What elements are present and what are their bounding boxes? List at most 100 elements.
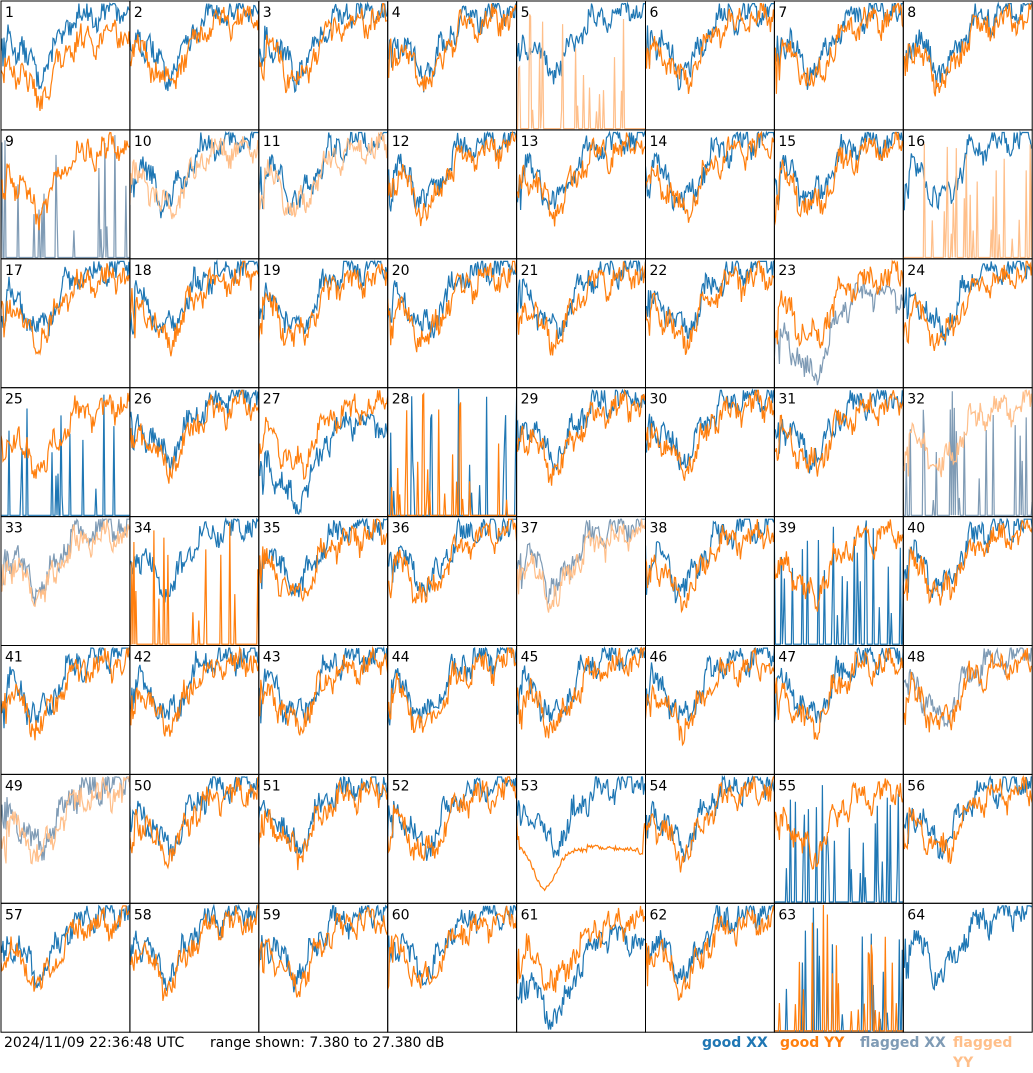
legend-good-xx: good XX — [702, 1035, 768, 1051]
panel-16-yy-line — [903, 143, 1033, 259]
panel-26: 26 — [129, 387, 260, 518]
panel-12-label: 12 — [392, 134, 410, 150]
panel-5-yy-line — [516, 14, 646, 130]
panel-60-xx-line — [387, 905, 517, 986]
panel-1-yy-line — [1, 19, 130, 112]
panel-32-yy-line — [903, 389, 1033, 478]
legend-flagged-yy: flagged YY — [953, 1035, 1013, 1071]
panel-41: 41 — [0, 645, 131, 775]
panel-2-label: 2 — [134, 5, 143, 21]
panel-1: 1 — [0, 0, 131, 131]
panel-31: 31 — [773, 387, 904, 518]
panel-2: 2 — [129, 0, 260, 131]
panel-46-xx-line — [645, 647, 775, 723]
panel-63-label: 63 — [778, 907, 796, 923]
panel-38: 38 — [645, 516, 775, 646]
panel-30: 30 — [645, 387, 775, 518]
panel-58-xx-line — [129, 903, 259, 991]
panel-9-label: 9 — [5, 134, 14, 150]
panel-52-label: 52 — [392, 778, 410, 794]
panel-11-yy-line — [258, 131, 388, 218]
panel-55: 55 — [773, 773, 904, 904]
panel-11-xx-line — [258, 131, 388, 216]
panel-24-label: 24 — [907, 263, 925, 279]
panel-30-yy-line — [645, 389, 775, 481]
panel-39-label: 39 — [778, 521, 796, 537]
panel-1-label: 1 — [5, 5, 14, 21]
panel-37: 37 — [516, 516, 646, 646]
panel-24-xx-line — [903, 260, 1033, 346]
panel-48-yy-line — [903, 648, 1033, 733]
panel-4-yy-line — [387, 3, 517, 92]
panel-25: 25 — [0, 387, 131, 518]
panel-34-xx-line — [129, 516, 259, 603]
panel-47-yy-line — [774, 647, 904, 741]
panel-40: 40 — [902, 516, 1033, 646]
panel-56: 56 — [902, 773, 1033, 904]
panel-12: 12 — [387, 129, 518, 260]
panel-32-xx-line — [903, 391, 1033, 516]
panel-15: 15 — [773, 129, 904, 260]
panel-36: 36 — [387, 516, 518, 646]
panel-37-yy-line — [516, 519, 646, 613]
timestamp: 2024/11/09 22:36:48 UTC — [4, 1035, 185, 1051]
panel-39: 39 — [773, 516, 904, 646]
panel-40-yy-line — [903, 519, 1033, 606]
panel-55-label: 55 — [778, 778, 796, 794]
panel-10-yy-line — [129, 136, 259, 220]
panel-47-label: 47 — [778, 650, 796, 666]
panel-14-label: 14 — [650, 134, 668, 150]
panel-7: 7 — [773, 0, 904, 131]
panel-34-yy-line — [129, 522, 259, 645]
panel-56-label: 56 — [907, 778, 925, 794]
panel-60-label: 60 — [392, 907, 410, 923]
legend-flagged-xx: flagged XX — [860, 1035, 946, 1051]
panel-24: 24 — [902, 258, 1033, 389]
panel-30-label: 30 — [650, 392, 668, 408]
panel-42-label: 42 — [134, 650, 152, 666]
panel-4-label: 4 — [392, 5, 401, 21]
panel-40-label: 40 — [907, 521, 925, 537]
panel-64-label: 64 — [907, 907, 925, 923]
panel-25-label: 25 — [5, 392, 23, 408]
panel-32-label: 32 — [907, 392, 925, 408]
panel-46: 46 — [645, 645, 775, 775]
panel-45-label: 45 — [521, 650, 539, 666]
panel-54-label: 54 — [650, 778, 668, 794]
panel-18-label: 18 — [134, 263, 152, 279]
panel-16: 16 — [902, 129, 1033, 260]
panel-64-xx-line — [903, 905, 1033, 991]
panel-54-yy-line — [645, 776, 775, 873]
panel-64: 64 — [902, 902, 1033, 1033]
panel-60: 60 — [387, 902, 518, 1033]
panel-22-label: 22 — [650, 263, 668, 279]
panel-22-yy-line — [645, 260, 775, 356]
panel-48-label: 48 — [907, 650, 925, 666]
panel-28-yy-line — [387, 392, 517, 516]
panel-38-yy-line — [645, 519, 775, 614]
panel-33: 33 — [0, 516, 131, 646]
panel-43-label: 43 — [263, 650, 281, 666]
panel-57-yy-line — [1, 905, 130, 992]
panel-3-frame — [258, 0, 389, 131]
panel-43-yy-line — [258, 645, 388, 736]
panel-11: 11 — [258, 129, 389, 260]
legend-good-yy: good YY — [780, 1035, 845, 1051]
panel-48: 48 — [902, 645, 1033, 775]
panel-29-yy-line — [516, 388, 646, 486]
panel-58: 58 — [129, 902, 260, 1033]
panel-5-xx-line — [516, 1, 646, 85]
panel-29: 29 — [516, 387, 646, 518]
panel-51: 51 — [258, 773, 389, 904]
panel-50: 50 — [129, 773, 260, 904]
panel-28: 28 — [387, 387, 518, 518]
panel-58-label: 58 — [134, 907, 152, 923]
panel-8-label: 8 — [907, 5, 916, 21]
panel-30-xx-line — [645, 388, 775, 471]
panel-14-yy-line — [645, 130, 775, 223]
panel-19-yy-line — [258, 263, 388, 347]
panel-27-xx-line — [258, 411, 388, 515]
panel-59: 59 — [258, 902, 389, 1033]
panel-51-xx-line — [258, 775, 388, 856]
panel-59-yy-line — [258, 906, 388, 998]
